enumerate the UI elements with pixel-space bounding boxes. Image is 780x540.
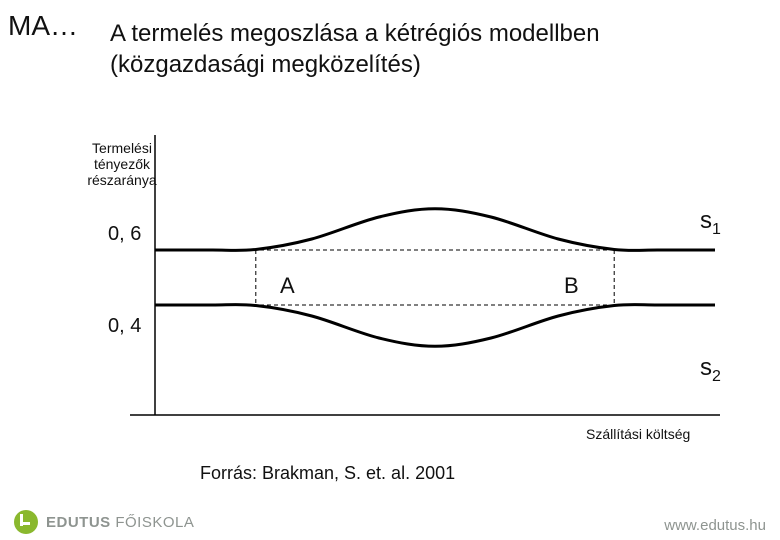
brand-text: EDUTUS FŐISKOLA <box>46 514 194 531</box>
footer-url: www.edutus.hu <box>664 517 766 534</box>
x-axis-label: Szállítási költség <box>586 426 690 442</box>
chart-area <box>80 135 720 425</box>
edutus-logo-icon <box>14 510 38 534</box>
page-title: A termelés megoszlása a kétrégiós modell… <box>110 18 670 80</box>
source-citation: Forrás: Brakman, S. et. al. 2001 <box>200 462 480 485</box>
chart-svg <box>80 135 720 425</box>
corner-tag: MA… <box>8 10 78 42</box>
footer-brand: EDUTUS FŐISKOLA <box>14 510 194 534</box>
